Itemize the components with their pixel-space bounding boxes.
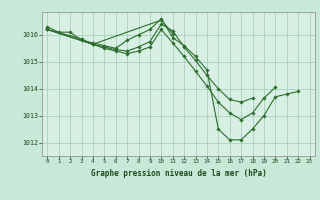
X-axis label: Graphe pression niveau de la mer (hPa): Graphe pression niveau de la mer (hPa)	[91, 169, 266, 178]
